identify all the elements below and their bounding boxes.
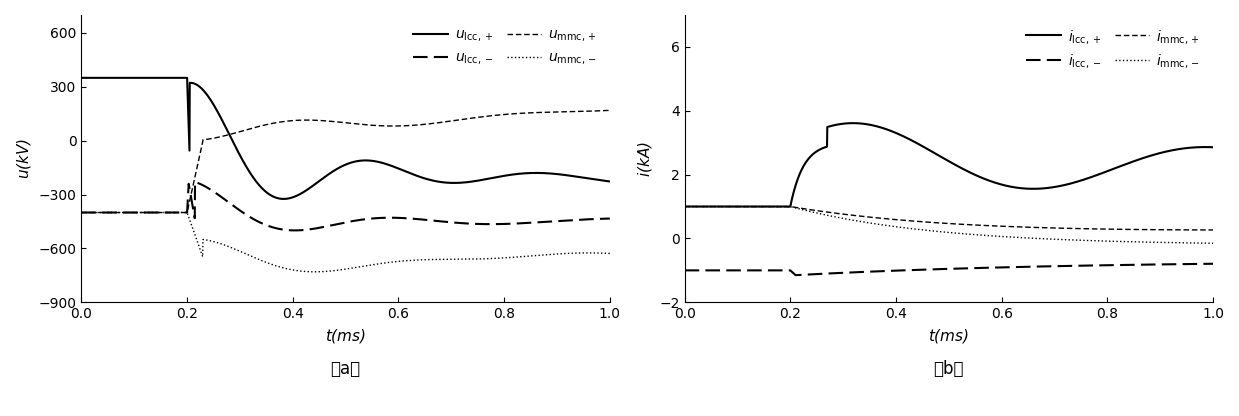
Text: （a）: （a） [331, 360, 361, 378]
Legend: $i_{\rm lcc,+}$, $i_{\rm lcc,-}$, $i_{\rm mmc,+}$, $i_{\rm mmc,-}$: $i_{\rm lcc,+}$, $i_{\rm lcc,-}$, $i_{\r… [1021, 22, 1206, 76]
X-axis label: $t$(ms): $t$(ms) [325, 327, 367, 345]
Y-axis label: $u$(kV): $u$(kV) [15, 138, 33, 179]
Y-axis label: $i$(kA): $i$(kA) [636, 141, 654, 176]
X-axis label: $t$(ms): $t$(ms) [928, 327, 969, 345]
Text: （b）: （b） [933, 360, 964, 378]
Legend: $u_{\rm lcc,+}$, $u_{\rm lcc,-}$, $u_{\rm mmc,+}$, $u_{\rm mmc,-}$: $u_{\rm lcc,+}$, $u_{\rm lcc,-}$, $u_{\r… [408, 22, 603, 73]
